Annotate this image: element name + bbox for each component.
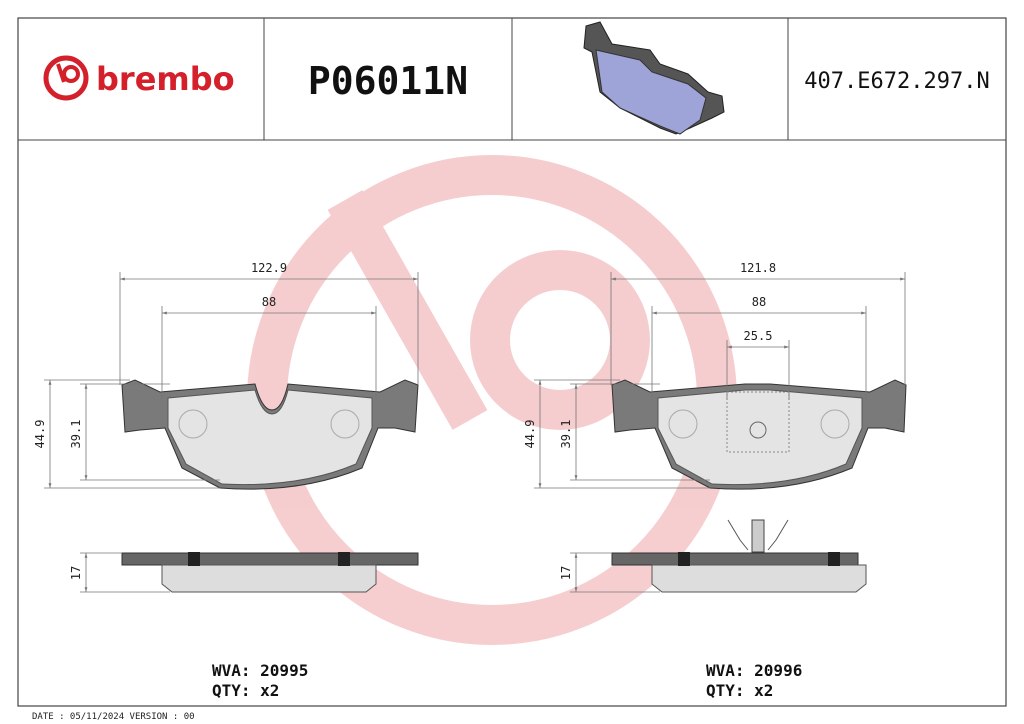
side-friction [161, 564, 377, 593]
pad-image [583, 21, 725, 135]
dimension: 88 [262, 295, 276, 309]
hole [178, 409, 208, 439]
dimension: 39.1 [69, 420, 83, 449]
hole [330, 409, 360, 439]
dimension: 25.5 [744, 329, 773, 343]
qty: QTY: x2 [706, 681, 773, 700]
side-clip [751, 519, 765, 553]
brand-logo: brembo [43, 55, 235, 101]
drawing: 122.9 88 44.9 39.1 17 WVA: 20995 QTY: x2 [33, 261, 419, 700]
dimension: 17 [69, 566, 83, 580]
wva: WVA: 20996 [706, 661, 802, 680]
reference: 407.E672.297.N [804, 69, 989, 94]
side-friction [651, 564, 867, 593]
side-backplate [611, 552, 859, 566]
dimension: 39.1 [559, 420, 573, 449]
friction-material [167, 389, 373, 486]
footer: DATE : 05/11/2024 VERSION : 00 [32, 712, 195, 722]
hole [820, 409, 850, 439]
dimension: 88 [752, 295, 766, 309]
dimension: 44.9 [33, 420, 47, 449]
dimension: 121.8 [740, 261, 776, 275]
brand: brembo [96, 60, 235, 98]
dimension: 122.9 [251, 261, 287, 275]
dimension: 17 [559, 566, 573, 580]
dimension: 44.9 [523, 420, 537, 449]
clip [749, 421, 767, 439]
drawing: 121.8 88 25.5 44.9 39.1 17 WVA: 20996 QT… [523, 261, 907, 700]
wva: WVA: 20995 [212, 661, 308, 680]
hole [668, 409, 698, 439]
clip-outline [726, 391, 790, 453]
side-backplate [121, 552, 419, 566]
qty: QTY: x2 [212, 681, 279, 700]
product-code: P06011N [308, 59, 468, 103]
